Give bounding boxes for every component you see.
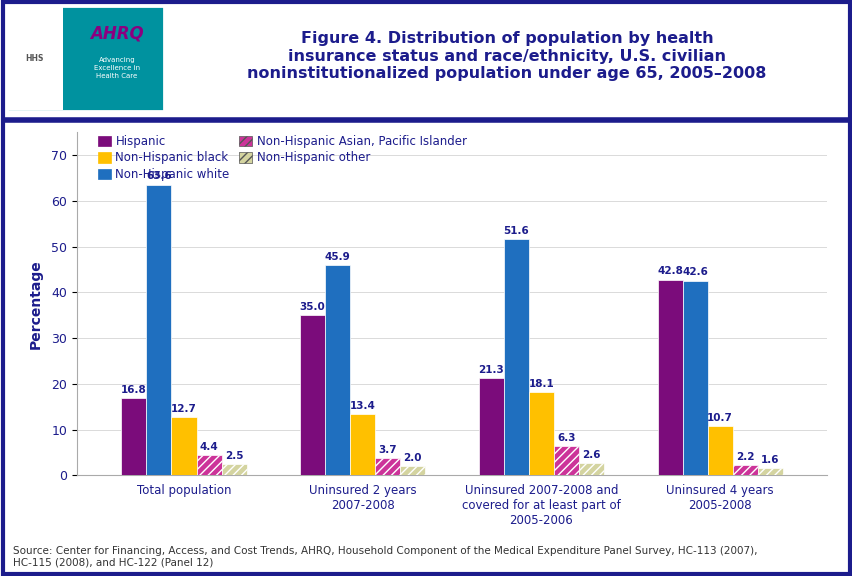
Bar — [325, 266, 350, 475]
Text: 42.8: 42.8 — [656, 267, 682, 276]
Bar — [121, 399, 147, 475]
FancyBboxPatch shape — [7, 6, 164, 111]
FancyBboxPatch shape — [8, 7, 63, 109]
Text: 12.7: 12.7 — [171, 404, 197, 414]
Text: 4.4: 4.4 — [199, 442, 218, 452]
Bar — [553, 446, 579, 475]
Bar — [222, 464, 246, 475]
Text: 2.2: 2.2 — [735, 452, 753, 462]
Text: 18.1: 18.1 — [528, 379, 554, 389]
Bar — [757, 468, 782, 475]
Text: 6.3: 6.3 — [556, 433, 575, 443]
Bar — [657, 279, 682, 475]
Text: 42.6: 42.6 — [682, 267, 707, 277]
Text: 10.7: 10.7 — [706, 413, 732, 423]
Text: Advancing
Excellence in
Health Care: Advancing Excellence in Health Care — [94, 56, 140, 78]
Text: 35.0: 35.0 — [299, 302, 325, 312]
Bar — [579, 463, 603, 475]
Legend: Hispanic, Non-Hispanic black, Non-Hispanic white, Non-Hispanic Asian, Pacific Is: Hispanic, Non-Hispanic black, Non-Hispan… — [98, 135, 466, 181]
Text: HHS: HHS — [26, 54, 44, 63]
Text: Source: Center for Financing, Access, and Cost Trends, AHRQ, Household Component: Source: Center for Financing, Access, an… — [13, 546, 757, 567]
Text: 2.0: 2.0 — [403, 453, 422, 463]
Bar — [375, 458, 400, 475]
Text: 3.7: 3.7 — [378, 445, 396, 455]
Text: 13.4: 13.4 — [349, 401, 375, 411]
Bar — [196, 455, 222, 475]
Text: 21.3: 21.3 — [478, 365, 504, 374]
Bar — [478, 378, 504, 475]
Bar — [400, 466, 425, 475]
Y-axis label: Percentage: Percentage — [29, 259, 43, 348]
Text: 45.9: 45.9 — [325, 252, 350, 262]
Bar — [528, 392, 553, 475]
Text: 16.8: 16.8 — [121, 385, 147, 395]
Bar — [171, 417, 196, 475]
Bar — [350, 414, 375, 475]
Bar — [300, 315, 325, 475]
Bar — [504, 240, 528, 475]
Text: 1.6: 1.6 — [760, 454, 779, 465]
Text: 63.6: 63.6 — [146, 172, 171, 181]
Text: AHRQ: AHRQ — [90, 25, 144, 43]
Text: 2.5: 2.5 — [225, 450, 243, 461]
Text: 51.6: 51.6 — [503, 226, 529, 236]
Bar — [147, 184, 171, 475]
Text: Figure 4. Distribution of population by health
insurance status and race/ethnici: Figure 4. Distribution of population by … — [247, 31, 766, 81]
Bar — [732, 465, 757, 475]
Bar — [707, 426, 732, 475]
Bar — [682, 281, 707, 475]
Text: 2.6: 2.6 — [582, 450, 600, 460]
